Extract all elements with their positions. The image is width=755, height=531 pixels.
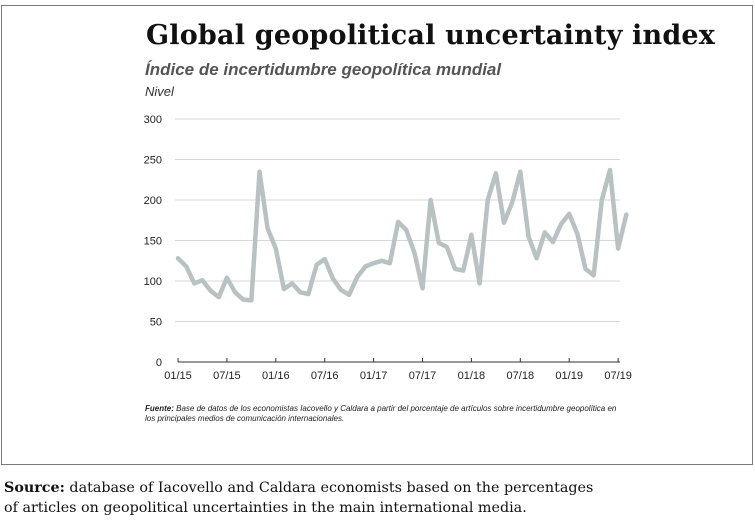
source-note: Source: database of Iacovello and Caldar… xyxy=(4,478,754,518)
series-line xyxy=(175,167,629,303)
x-tick-label: 01/17 xyxy=(360,370,388,382)
chart-frame xyxy=(1,5,753,465)
y-tick-label: 200 xyxy=(144,195,162,207)
x-tick-label: 07/17 xyxy=(409,370,437,382)
y-tick-label: 300 xyxy=(144,114,162,126)
x-tick-label: 07/18 xyxy=(507,370,535,382)
source-label: Source: xyxy=(4,480,65,496)
y-tick-label: 100 xyxy=(144,276,162,288)
x-tick-label: 01/18 xyxy=(458,370,486,382)
source-text-2: of articles on geopolitical uncertaintie… xyxy=(4,500,527,516)
x-tick-label: 07/16 xyxy=(311,370,339,382)
chart-subtitle: Índice de incertidumbre geopolítica mund… xyxy=(145,60,502,79)
source-text-1: database of Iacovello and Caldara econom… xyxy=(64,480,594,496)
y-tick-label: 0 xyxy=(156,357,162,369)
x-tick-label: 01/15 xyxy=(164,370,192,382)
x-tick-label: 01/16 xyxy=(262,370,290,382)
y-tick-label: 50 xyxy=(150,317,162,329)
source-line-1: Source: database of Iacovello and Caldar… xyxy=(4,478,754,498)
x-tick-label: 07/15 xyxy=(213,370,241,382)
footnote-label: Fuente: xyxy=(145,404,174,413)
footnote-text: Base de datos de los economistas Iacovel… xyxy=(145,404,617,423)
y-axis-label: Nivel xyxy=(145,84,174,99)
y-tick-label: 250 xyxy=(144,155,162,167)
x-tick-label: 07/19 xyxy=(604,370,632,382)
y-tick-label: 150 xyxy=(144,236,162,248)
chart-footnote: Fuente: Base de datos de los economistas… xyxy=(145,404,625,424)
x-tick-label: 01/19 xyxy=(555,370,583,382)
chart-title: Global geopolitical uncertainty index xyxy=(146,20,716,51)
